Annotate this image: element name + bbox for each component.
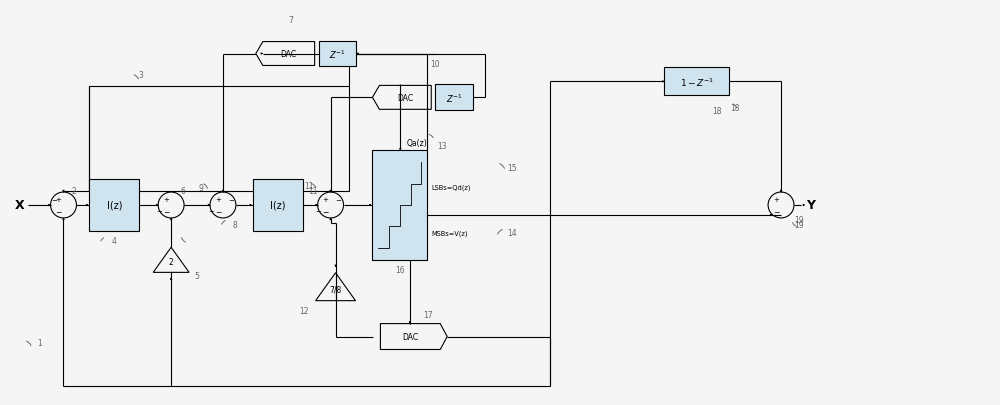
Text: −: − [228, 198, 234, 203]
Text: $Z^{-1}$: $Z^{-1}$ [329, 48, 346, 61]
Text: +: + [773, 196, 779, 202]
Text: −: − [336, 198, 341, 203]
Text: 18: 18 [730, 104, 740, 113]
Text: 1: 1 [37, 338, 42, 347]
Text: −: − [316, 209, 322, 214]
Text: −: − [163, 208, 169, 217]
Text: 15: 15 [507, 163, 517, 172]
Text: DAC: DAC [281, 50, 297, 59]
Bar [89, 180, 139, 231]
Text: $1-Z^{-1}$: $1-Z^{-1}$ [680, 76, 714, 88]
Text: Y: Y [806, 199, 815, 212]
Text: 4: 4 [112, 237, 117, 246]
Text: 19: 19 [794, 216, 804, 225]
Text: 12: 12 [299, 306, 308, 315]
Text: $Z^{-1}$: $Z^{-1}$ [446, 92, 462, 104]
Text: −: − [208, 209, 214, 214]
Text: LSBs=Qd(z): LSBs=Qd(z) [431, 184, 471, 191]
Bar [435, 85, 473, 111]
Text: X: X [15, 199, 24, 212]
Text: 19: 19 [794, 221, 804, 230]
Text: 8: 8 [233, 221, 237, 230]
Bar [319, 41, 356, 67]
Text: 10: 10 [430, 60, 440, 69]
Text: +: + [323, 196, 329, 202]
Text: −: − [52, 198, 57, 203]
Text: 7: 7 [288, 16, 293, 25]
Bar [372, 151, 427, 260]
Bar [89, 87, 349, 192]
Bar [664, 68, 729, 96]
Text: −: − [322, 208, 329, 217]
Text: 9: 9 [199, 183, 203, 192]
Text: 16: 16 [395, 266, 405, 275]
Text: 13: 13 [437, 141, 447, 150]
Text: 7/8: 7/8 [329, 284, 342, 294]
Text: I(z): I(z) [270, 200, 286, 211]
Text: 6: 6 [181, 186, 186, 195]
Bar [253, 180, 303, 231]
Text: DAC: DAC [402, 332, 418, 341]
Text: 18: 18 [713, 107, 722, 115]
Text: 11: 11 [304, 181, 313, 190]
Text: 5: 5 [195, 272, 199, 281]
Text: −: − [215, 208, 221, 217]
Text: +: + [163, 196, 169, 202]
Text: 2: 2 [169, 258, 174, 266]
Text: 14: 14 [507, 229, 517, 238]
Text: 3: 3 [139, 71, 144, 80]
Text: −: − [156, 209, 162, 214]
Text: +: + [215, 196, 221, 202]
Text: 11: 11 [308, 186, 317, 195]
Text: −: − [55, 208, 62, 217]
Text: 2: 2 [71, 186, 76, 195]
Text: +: + [56, 196, 61, 202]
Text: −: − [773, 208, 779, 217]
Text: MSBs=V(z): MSBs=V(z) [431, 230, 468, 237]
Text: I(z): I(z) [107, 200, 122, 211]
Text: 17: 17 [423, 310, 433, 319]
Text: Qa(z): Qa(z) [406, 139, 427, 147]
Text: DAC: DAC [397, 94, 413, 102]
